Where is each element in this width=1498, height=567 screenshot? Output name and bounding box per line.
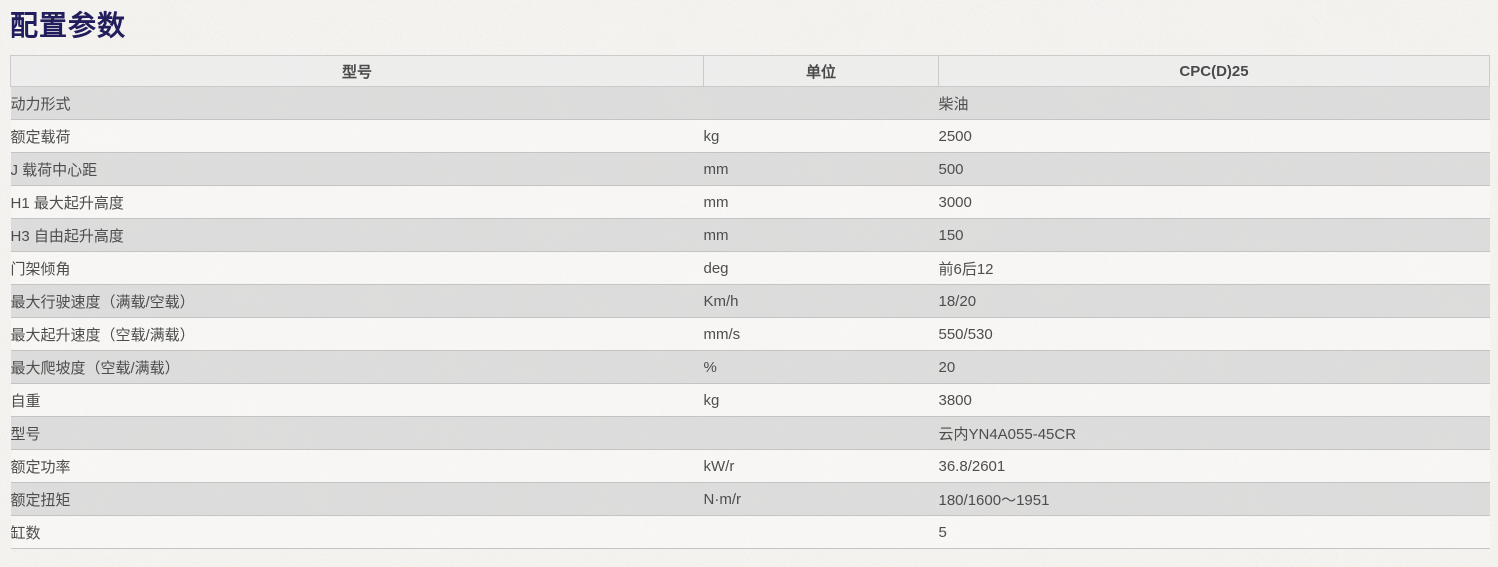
row-value: 500 <box>938 152 1490 186</box>
table-row: 门架倾角 deg 前6后12 <box>10 251 1490 285</box>
row-value: 550/530 <box>938 317 1490 351</box>
row-unit: mm <box>703 152 939 186</box>
column-header-model: 型号 <box>10 55 704 87</box>
row-unit <box>703 416 939 450</box>
row-label: 最大爬坡度（空载/满载） <box>10 350 704 384</box>
row-value: 20 <box>938 350 1490 384</box>
row-unit <box>703 86 939 120</box>
table-row: 额定功率 kW/r 36.8/2601 <box>10 449 1490 483</box>
row-label: 最大起升速度（空载/满载） <box>10 317 704 351</box>
page-title: 配置参数 <box>10 10 127 41</box>
row-value: 柴油 <box>938 86 1490 120</box>
table-row: J 载荷中心距 mm 500 <box>10 152 1490 186</box>
table-row: 型号 云内YN4A055-45CR <box>10 416 1490 450</box>
table-row: H3 自由起升高度 mm 150 <box>10 218 1490 252</box>
table-row: 自重 kg 3800 <box>10 383 1490 417</box>
table-row: 最大行驶速度（满载/空载） Km/h 18/20 <box>10 284 1490 318</box>
spec-table: 型号 单位 CPC(D)25 动力形式 柴油 额定载荷 kg 2500 J 载荷… <box>10 55 1490 549</box>
row-value: 3000 <box>938 185 1490 219</box>
row-value: 云内YN4A055-45CR <box>938 416 1490 450</box>
row-label: 额定功率 <box>10 449 704 483</box>
row-unit: deg <box>703 251 939 285</box>
row-unit: mm <box>703 185 939 219</box>
row-unit: N·m/r <box>703 482 939 516</box>
row-label: 最大行驶速度（满载/空载） <box>10 284 704 318</box>
row-unit: kg <box>703 383 939 417</box>
row-unit: kg <box>703 119 939 153</box>
table-row: 最大爬坡度（空载/满载） % 20 <box>10 350 1490 384</box>
table-row: 动力形式 柴油 <box>10 86 1490 120</box>
row-value: 5 <box>938 515 1490 549</box>
table-row: 额定载荷 kg 2500 <box>10 119 1490 153</box>
row-unit: mm <box>703 218 939 252</box>
table-row: H1 最大起升高度 mm 3000 <box>10 185 1490 219</box>
table-row: 缸数 5 <box>10 515 1490 549</box>
row-value: 18/20 <box>938 284 1490 318</box>
row-value: 2500 <box>938 119 1490 153</box>
row-unit: kW/r <box>703 449 939 483</box>
row-label: 动力形式 <box>10 86 704 120</box>
column-header-unit: 单位 <box>703 55 939 87</box>
row-value: 3800 <box>938 383 1490 417</box>
row-unit: % <box>703 350 939 384</box>
table-row: 额定扭矩 N·m/r 180/1600～1951 <box>10 482 1490 516</box>
row-value: 前6后12 <box>938 251 1490 285</box>
row-label: 缸数 <box>10 515 704 549</box>
row-label: 型号 <box>10 416 704 450</box>
row-label: J 载荷中心距 <box>10 152 704 186</box>
row-label: H1 最大起升高度 <box>10 185 704 219</box>
table-row: 最大起升速度（空载/满载） mm/s 550/530 <box>10 317 1490 351</box>
row-label: 额定载荷 <box>10 119 704 153</box>
column-header-cpcd25: CPC(D)25 <box>938 55 1490 87</box>
row-value: 180/1600～1951 <box>938 482 1490 516</box>
row-unit <box>703 515 939 549</box>
row-unit: Km/h <box>703 284 939 318</box>
row-label: 额定扭矩 <box>10 482 704 516</box>
row-unit: mm/s <box>703 317 939 351</box>
row-label: H3 自由起升高度 <box>10 218 704 252</box>
row-label: 自重 <box>10 383 704 417</box>
row-value: 36.8/2601 <box>938 449 1490 483</box>
spec-table-header-row: 型号 单位 CPC(D)25 <box>10 55 1490 87</box>
row-label: 门架倾角 <box>10 251 704 285</box>
row-value: 150 <box>938 218 1490 252</box>
